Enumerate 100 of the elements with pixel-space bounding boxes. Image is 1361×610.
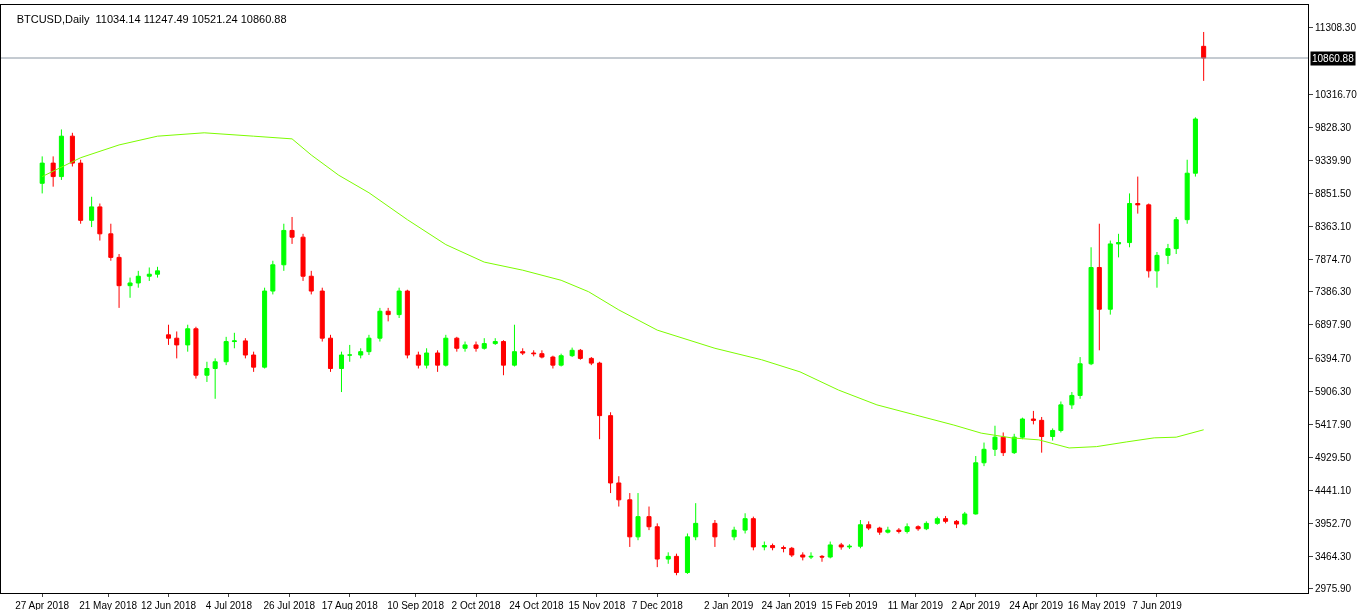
candlestick [251,351,257,373]
candlestick [270,260,276,295]
candlestick [627,492,633,548]
candlestick [808,551,814,560]
candlestick [1000,431,1006,457]
candlestick [819,554,825,563]
candlestick [857,519,863,549]
candlestick [50,155,56,188]
candlestick [731,526,737,541]
candlestick [827,541,833,559]
candlestick [185,324,191,353]
candlestick [415,351,421,369]
y-tick-label: 3464.30 [1315,550,1352,562]
candlestick [116,253,122,309]
candlestick [1050,427,1056,442]
candlestick [654,522,660,568]
x-tick-label: 2 Jan 2019 [703,600,754,610]
y-tick-label: 6394.70 [1315,353,1352,365]
candlestick [165,324,172,346]
x-tick-label: 24 Oct 2018 [509,600,565,610]
y-tick-label: 5906.30 [1315,386,1352,398]
candlestick [1192,116,1198,178]
candlestick [154,266,161,279]
candlestick [742,512,748,534]
candlestick [462,341,468,353]
candlestick [39,155,45,194]
x-tick-label: 15 Feb 2019 [821,600,878,610]
candlestick [1135,176,1141,215]
candlestick [69,132,75,167]
candlestick [223,336,229,366]
candlestick [934,516,940,526]
candlestick [673,553,679,576]
candlestick [358,347,364,359]
candlestick [385,307,391,322]
candlestick [404,289,410,359]
x-tick-label: 26 Jul 2018 [263,600,316,610]
candlestick [597,361,603,440]
y-tick-label: 2975.90 [1315,583,1352,595]
candlestick [78,159,84,225]
y-tick-label: 10316.70 [1315,89,1358,101]
candlestick [347,344,353,363]
candlestick [1107,240,1113,316]
candlestick [1201,31,1207,82]
y-tick-label: 7874.70 [1315,253,1352,265]
candlestick [1184,159,1190,225]
candlestick [866,520,872,531]
candlestick [58,128,64,181]
candlestick [242,337,248,359]
candlestick [1127,192,1133,248]
candlestick [616,475,622,508]
candlestick [962,511,968,526]
x-tick-label: 7 Jun 2019 [1132,600,1183,610]
candlestick [904,522,910,534]
candlestick [135,270,141,289]
candlestick [761,541,767,551]
y-tick-label: 7386.30 [1315,286,1352,298]
y-tick-label: 4441.10 [1315,484,1352,496]
candlestick [789,546,795,558]
candlestick [1165,243,1171,265]
candlestick [558,353,564,367]
candlestick [712,519,718,548]
line-series [41,132,1205,449]
candlestick [89,196,95,228]
candlestick [377,307,383,343]
candlestick [1039,416,1045,454]
candlestick [1030,410,1036,425]
candlestick [1146,203,1152,279]
y-tick-label: 8363.10 [1315,220,1352,232]
candlestick [473,341,479,353]
candlestick [338,351,344,393]
candlestick [531,349,537,357]
candlestick [539,349,545,359]
x-tick-label: 7 Dec 2018 [631,600,684,610]
candlestick [1173,216,1179,255]
y-tick-label: 8851.50 [1315,187,1352,199]
candlestick [366,334,372,356]
candlestick [846,543,852,550]
ref-line-label: 10860.88 [1312,53,1355,64]
candlestick [1154,251,1160,289]
candlestick [289,216,295,245]
x-tick-label: 4 Jul 2018 [205,600,253,610]
candlestick [915,524,921,532]
x-tick-label: 24 Jan 2019 [761,600,817,610]
candlestick [511,324,517,367]
candlestick [212,357,218,400]
y-tick-label: 9339.90 [1315,154,1352,166]
x-tick-label: 2 Oct 2018 [451,600,501,610]
candlestick [877,526,883,536]
candlestick [454,336,460,353]
candlestick [396,287,402,319]
candlestick [981,442,987,467]
candlestick [193,326,199,380]
candlestick [481,337,487,351]
candlestick [1077,356,1083,400]
candlestick [1019,417,1025,440]
y-tick-label: 9828.30 [1315,122,1352,134]
candlestick [973,455,979,516]
candlestick [684,532,690,575]
candlestick [1088,246,1094,366]
candlestick [569,347,575,358]
